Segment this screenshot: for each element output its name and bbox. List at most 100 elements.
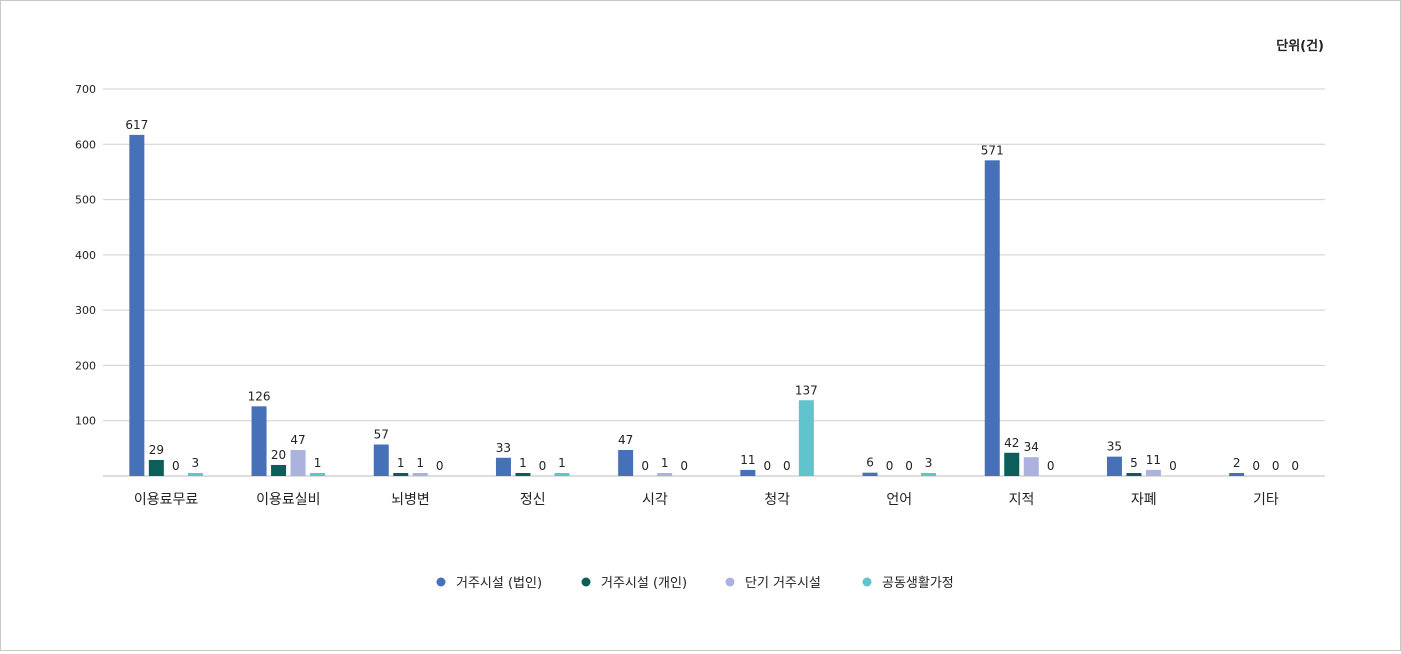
- y-tick-label: 300: [75, 304, 96, 317]
- data-label: 35: [1107, 440, 1122, 454]
- data-label: 5: [1130, 456, 1138, 470]
- bar: [921, 473, 937, 476]
- x-tick-label: 이용료무료: [134, 492, 199, 508]
- data-label: 2: [1233, 456, 1241, 470]
- bar: [1106, 456, 1122, 476]
- legend-marker: [436, 577, 446, 587]
- x-tick-label: 지적: [1009, 492, 1035, 508]
- data-label: 1: [558, 456, 566, 470]
- data-label: 29: [149, 443, 164, 457]
- data-label: 0: [1272, 459, 1280, 473]
- data-label: 47: [290, 433, 305, 447]
- unit-label: 단위(건): [1276, 38, 1324, 54]
- data-label: 0: [1047, 459, 1055, 473]
- data-label: 3: [192, 456, 200, 470]
- bar: [251, 406, 267, 476]
- legend-marker: [725, 577, 735, 587]
- data-label: 126: [248, 389, 271, 403]
- data-label: 6: [866, 456, 874, 470]
- bar: [984, 160, 1000, 476]
- legend-marker: [862, 577, 872, 587]
- data-label: 33: [496, 441, 511, 455]
- x-tick-label: 뇌병변: [391, 492, 430, 508]
- x-tick-label: 자폐: [1131, 492, 1157, 508]
- data-label: 20: [271, 448, 286, 462]
- bar: [495, 457, 511, 476]
- data-label: 0: [1169, 459, 1177, 473]
- bar: [310, 473, 326, 476]
- bar: [129, 134, 145, 476]
- bar: [862, 472, 878, 476]
- data-label: 1: [397, 456, 405, 470]
- data-label: 57: [374, 427, 389, 441]
- data-label: 0: [680, 459, 688, 473]
- bar: [798, 400, 814, 476]
- bar: [393, 473, 409, 476]
- bars: [129, 134, 1245, 476]
- y-tick-label: 100: [75, 415, 96, 428]
- data-label: 0: [783, 459, 791, 473]
- bar: [1145, 469, 1161, 476]
- bar: [1004, 452, 1020, 476]
- y-axis: 100 200 300 400 500 600 700: [75, 83, 96, 428]
- y-tick-label: 700: [75, 83, 96, 96]
- legend: 거주시설 (법인) 거주시설 (개인) 단기 거주시설 공동생활가정: [436, 576, 954, 591]
- data-label: 0: [905, 459, 913, 473]
- bar: [373, 444, 389, 476]
- x-tick-label: 정신: [520, 492, 546, 508]
- data-label: 617: [125, 118, 148, 132]
- data-label: 0: [1291, 459, 1299, 473]
- data-label: 3: [925, 456, 933, 470]
- data-label: 137: [795, 383, 818, 397]
- gridlines: [103, 88, 1325, 477]
- data-label: 11: [1146, 453, 1161, 467]
- data-label: 0: [539, 459, 547, 473]
- y-tick-label: 500: [75, 194, 96, 207]
- bar: [515, 473, 531, 476]
- bar: [187, 473, 203, 476]
- legend-label: 거주시설 (법인): [456, 576, 542, 591]
- x-tick-label: 기타: [1253, 492, 1279, 508]
- data-label: 0: [886, 459, 894, 473]
- legend-marker: [581, 577, 591, 587]
- data-label: 47: [618, 433, 633, 447]
- y-tick-label: 200: [75, 359, 96, 372]
- bar: [271, 464, 287, 476]
- legend-label: 거주시설 (개인): [601, 576, 687, 591]
- legend-label: 공동생활가정: [882, 576, 954, 591]
- x-tick-label: 청각: [764, 492, 790, 508]
- y-tick-label: 600: [75, 138, 96, 151]
- data-label: 1: [314, 456, 322, 470]
- data-label: 42: [1004, 436, 1019, 450]
- bar: [1023, 457, 1039, 476]
- data-label: 0: [641, 459, 649, 473]
- data-label: 1: [416, 456, 424, 470]
- data-label: 0: [436, 459, 444, 473]
- bar: [1229, 473, 1245, 476]
- x-tick-label: 언어: [886, 492, 912, 508]
- data-label: 571: [981, 143, 1004, 157]
- bar: [290, 450, 306, 476]
- data-label: 1: [661, 456, 669, 470]
- legend-label: 단기 거주시설: [745, 576, 821, 591]
- bar: [148, 459, 164, 476]
- bar: [554, 473, 570, 476]
- data-label: 11: [740, 453, 755, 467]
- y-tick-label: 400: [75, 249, 96, 262]
- data-label: 34: [1024, 440, 1039, 454]
- data-label: 0: [172, 459, 180, 473]
- data-label: 1: [519, 456, 527, 470]
- x-tick-label: 시각: [642, 492, 668, 508]
- bar: [618, 450, 634, 476]
- bar: [657, 473, 673, 476]
- bar: [412, 473, 428, 476]
- bar: [740, 469, 756, 476]
- bar: [1126, 473, 1142, 476]
- x-tick-label: 이용료실비: [256, 492, 320, 508]
- data-label: 0: [764, 459, 772, 473]
- x-axis: 이용료무료 이용료실비 뇌병변 정신 시각 청각 언어 지적 자폐 기타: [134, 492, 1279, 508]
- data-label: 0: [1252, 459, 1260, 473]
